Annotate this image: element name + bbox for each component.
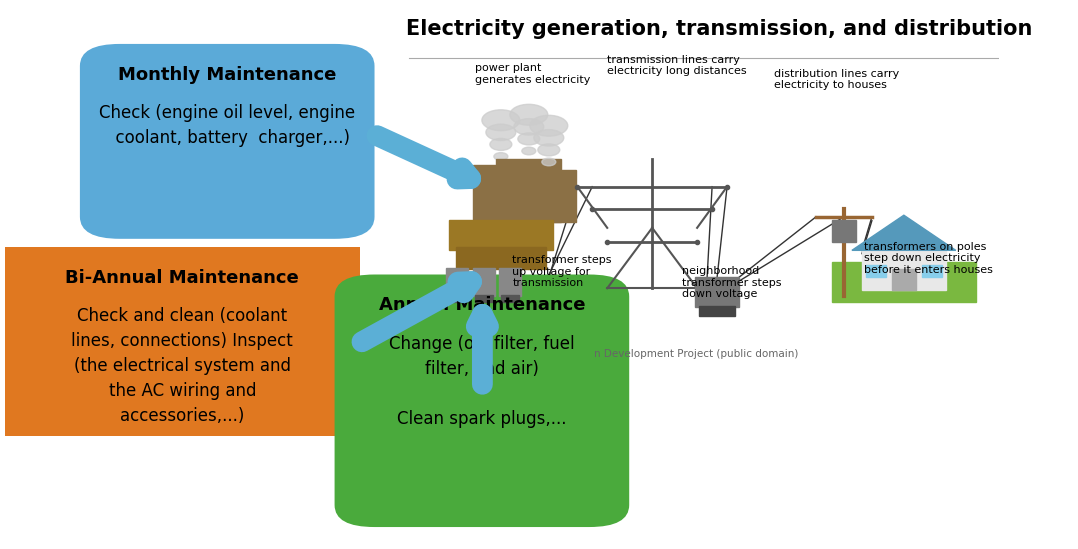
Text: transformers on poles
step down electricity
before it enters houses: transformers on poles step down electric…: [863, 242, 993, 274]
Bar: [501, 295, 520, 302]
Bar: [866, 265, 886, 277]
Bar: [450, 220, 553, 250]
Text: transmission lines carry
electricity long distances: transmission lines carry electricity lon…: [607, 55, 747, 76]
Bar: [473, 268, 496, 296]
Bar: [499, 268, 522, 296]
Text: Monthly Maintenance: Monthly Maintenance: [118, 66, 336, 84]
Text: neighborhood
transformer steps
down voltage: neighborhood transformer steps down volt…: [682, 266, 782, 299]
Circle shape: [534, 130, 564, 146]
Text: n Development Project (public domain): n Development Project (public domain): [594, 349, 799, 358]
Bar: [700, 306, 735, 316]
Bar: [695, 277, 740, 307]
Circle shape: [542, 158, 556, 166]
Bar: [446, 268, 469, 296]
Bar: [448, 295, 467, 302]
Text: Bi-Annual Maintenance: Bi-Annual Maintenance: [66, 269, 299, 287]
Circle shape: [529, 115, 568, 136]
Text: Change (oil, filter, fuel
filter, and air)

Clean spark plugs,...: Change (oil, filter, fuel filter, and ai…: [389, 335, 575, 428]
Circle shape: [514, 119, 543, 135]
Text: Annual Maintenance: Annual Maintenance: [378, 296, 585, 315]
Text: Check (engine oil level, engine
  coolant, battery  charger,...): Check (engine oil level, engine coolant,…: [99, 104, 356, 147]
Circle shape: [486, 124, 516, 141]
Bar: [922, 265, 942, 277]
Polygon shape: [852, 215, 956, 250]
Bar: [473, 165, 528, 222]
Bar: [832, 220, 856, 242]
FancyBboxPatch shape: [334, 274, 630, 527]
Circle shape: [517, 133, 540, 145]
FancyBboxPatch shape: [5, 247, 360, 436]
Circle shape: [510, 104, 548, 125]
Circle shape: [482, 110, 520, 131]
Bar: [475, 295, 494, 302]
FancyBboxPatch shape: [80, 44, 374, 239]
Circle shape: [494, 153, 508, 160]
Circle shape: [522, 147, 536, 155]
Text: Check and clean (coolant
lines, connections) Inspect
(the electrical system and
: Check and clean (coolant lines, connecti…: [71, 307, 293, 425]
Circle shape: [489, 138, 512, 150]
Bar: [522, 170, 577, 222]
Text: power plant
generates electricity: power plant generates electricity: [475, 63, 591, 85]
Text: transformer steps
up voltage for
transmission: transformer steps up voltage for transmi…: [512, 255, 612, 288]
Bar: [456, 247, 547, 269]
Circle shape: [538, 144, 559, 156]
Bar: [892, 269, 916, 290]
Bar: [496, 159, 562, 222]
Text: distribution lines carry
electricity to houses: distribution lines carry electricity to …: [774, 69, 899, 90]
Text: Electricity generation, transmission, and distribution: Electricity generation, transmission, an…: [406, 19, 1033, 39]
Bar: [832, 262, 976, 302]
Bar: [862, 250, 945, 290]
